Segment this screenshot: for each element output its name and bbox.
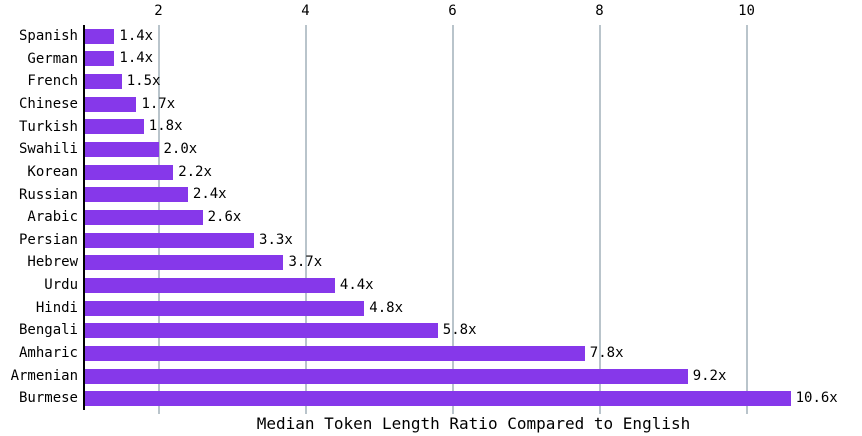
bar xyxy=(85,345,585,361)
bar xyxy=(85,368,688,384)
bar-value-label: 1.4x xyxy=(119,27,154,44)
bar-row: 4.8x xyxy=(85,297,862,320)
bar xyxy=(85,232,255,248)
bar-value-label: 1.7x xyxy=(141,95,176,112)
gridline xyxy=(745,25,748,414)
bar-value-label: 7.8x xyxy=(589,344,624,361)
gridline xyxy=(598,25,601,414)
x-tick-label: 4 xyxy=(301,3,310,19)
bar-row: 2.6x xyxy=(85,206,862,229)
bar-value-label: 10.6x xyxy=(795,390,838,407)
y-axis-label: German xyxy=(27,50,78,67)
x-tick-label: 10 xyxy=(738,3,755,19)
bar-row: 5.8x xyxy=(85,319,862,342)
bar-value-label: 1.5x xyxy=(126,73,161,90)
bar xyxy=(85,164,174,180)
y-axis-label: Armenian xyxy=(10,367,78,384)
bar xyxy=(85,323,438,339)
bar xyxy=(85,209,203,225)
bar xyxy=(85,300,365,316)
bar-value-label: 3.3x xyxy=(259,231,293,248)
bar-value-label: 3.7x xyxy=(288,254,323,271)
plot-area: 1.4x 1.4x 1.5x 1.7x 1.8x 2.0x 2.2x 2.4x 2.6x 3.3x… xyxy=(85,25,862,414)
bar xyxy=(85,96,137,112)
bar-row: 3.3x xyxy=(85,229,862,252)
bar-row: 1.5x xyxy=(85,70,862,93)
y-axis-label: Swahili xyxy=(18,141,78,158)
bar-value-label: 2.0x xyxy=(163,141,198,158)
bar xyxy=(85,187,188,203)
bar-row: 3.7x xyxy=(85,251,862,274)
y-axis-labels: Spanish German French Chinese Turkish Swahili… xyxy=(0,25,78,410)
y-axis-label: Urdu xyxy=(44,277,78,294)
y-axis-label: Persian xyxy=(18,231,78,248)
x-axis-title: Median Token Length Ratio Compared to En… xyxy=(256,414,691,433)
bar xyxy=(85,142,159,158)
y-axis-label: Spanish xyxy=(18,28,78,44)
bar-value-label: 4.4x xyxy=(339,276,374,293)
bar xyxy=(85,28,115,44)
bar xyxy=(85,51,115,67)
y-axis-label: Korean xyxy=(27,163,78,180)
y-axis-label: Arabic xyxy=(27,209,78,226)
y-axis-label: Hebrew xyxy=(27,254,78,271)
bar-value-label: 1.4x xyxy=(119,50,154,67)
bar-value-label: 2.4x xyxy=(192,186,227,203)
x-axis-ticks: 2 4 6 8 10 xyxy=(0,0,862,22)
bar-row: 2.4x xyxy=(85,184,862,207)
bar xyxy=(85,391,791,407)
bar-row: 10.6x xyxy=(85,387,862,410)
bar-value-label: 9.2x xyxy=(692,367,727,384)
y-axis-label: Turkish xyxy=(18,118,78,135)
bar-row: 9.2x xyxy=(85,365,862,388)
gridline xyxy=(451,25,454,414)
y-axis-label: Bengali xyxy=(18,322,78,339)
bar-value-label: 4.8x xyxy=(369,299,404,316)
x-tick-label: 6 xyxy=(448,3,457,19)
bar-row: 1.7x xyxy=(85,93,862,116)
bar xyxy=(85,119,144,135)
bar xyxy=(85,74,122,90)
x-tick-label: 2 xyxy=(154,3,163,19)
bar-row: 1.4x xyxy=(85,48,862,71)
bar-row: 2.2x xyxy=(85,161,862,184)
y-axis-label: French xyxy=(27,73,78,90)
bar-row: 7.8x xyxy=(85,342,862,365)
bar-value-label: 2.2x xyxy=(178,163,212,180)
bar-row: 4.4x xyxy=(85,274,862,297)
bar-row: 1.4x xyxy=(85,25,862,48)
bar-value-label: 2.6x xyxy=(207,208,242,225)
bar-row: 2.0x xyxy=(85,138,862,161)
y-axis-label: Russian xyxy=(18,186,78,203)
bar-value-label: 1.8x xyxy=(148,118,183,135)
y-axis-label: Chinese xyxy=(18,95,78,112)
y-axis-label: Amharic xyxy=(18,345,78,362)
bar xyxy=(85,277,335,293)
y-axis-label: Burmese xyxy=(18,390,78,407)
bar xyxy=(85,255,284,271)
x-tick-label: 8 xyxy=(595,3,604,19)
gridline xyxy=(304,25,307,414)
bar-value-label: 5.8x xyxy=(442,322,477,339)
bar-row: 1.8x xyxy=(85,116,862,139)
y-axis-spine xyxy=(83,25,85,410)
y-axis-label: Hindi xyxy=(35,299,78,316)
